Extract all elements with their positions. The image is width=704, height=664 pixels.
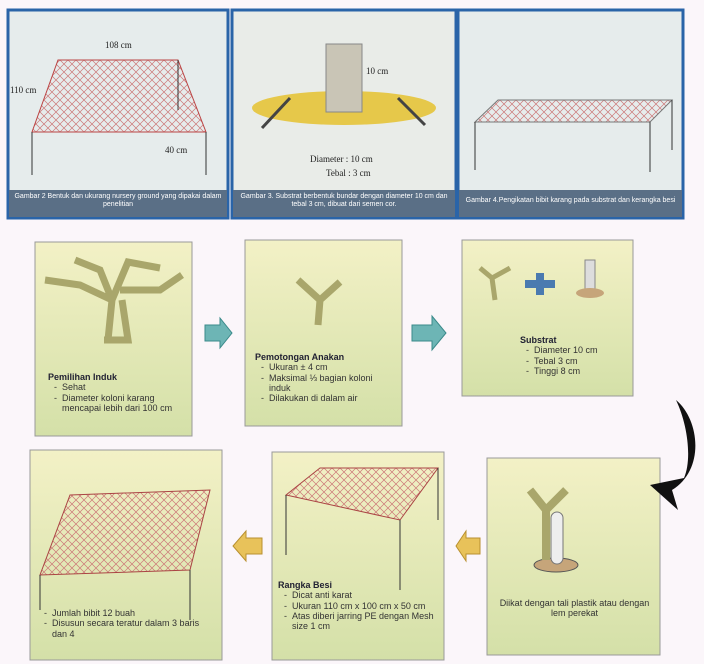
dimension-label: 110 cm [10,85,36,95]
dimension-label: Diameter : 10 cm [310,154,373,164]
step-title: Pemilihan Induk [48,372,188,382]
step-item: Tebal 3 cm [534,356,620,366]
step: Jumlah bibit 12 buahDisusun secara terat… [38,608,208,639]
step-list: SehatDiameter koloni karang mencapai leb… [48,382,188,413]
dimension-label: Tebal : 3 cm [326,168,371,178]
step-item: Diameter 10 cm [534,345,620,355]
step-item: Jumlah bibit 12 buah [52,608,208,618]
dimension-label: 108 cm [105,40,132,50]
step-item: Dicat anti karat [292,590,438,600]
step-title: Pemotongan Anakan [255,352,395,362]
page: 108 cm 110 cm 40 cm Gambar 2 Bentuk dan … [0,0,704,664]
dimension-label: 40 cm [165,145,187,155]
step: Pemotongan AnakanUkuran ± 4 cmMaksimal ⅓… [255,352,395,404]
figure-caption: Gambar 4.Pengikatan bibit karang pada su… [462,197,679,205]
illustrations [0,0,704,664]
step-item: Sehat [62,382,188,392]
step-item: Atas diberi jarring PE dengan Mesh size … [292,611,438,632]
step-item: Disusun secara teratur dalam 3 baris dan… [52,618,208,639]
step-item: Ukuran ± 4 cm [269,362,395,372]
step-item: Ukuran 110 cm x 100 cm x 50 cm [292,601,438,611]
step: Rangka BesiDicat anti karatUkuran 110 cm… [278,580,438,632]
step-item: Tinggi 8 cm [534,366,620,376]
step: Pemilihan IndukSehatDiameter koloni kara… [48,372,188,413]
step-list: Dicat anti karatUkuran 110 cm x 100 cm x… [278,590,438,631]
step-text: Diikat dengan tali plastik atau dengan l… [497,598,652,619]
step-item: Maksimal ⅓ bagian koloni induk [269,373,395,394]
step: Diikat dengan tali plastik atau dengan l… [497,598,652,619]
figure-caption: Gambar 3. Substrat berbentuk bundar deng… [236,193,452,210]
figure-caption: Gambar 2 Bentuk dan ukurang nursery grou… [12,193,224,210]
dimension-label: 10 cm [366,66,388,76]
step-item: Dilakukan di dalam air [269,393,395,403]
step-title: Rangka Besi [278,580,438,590]
step-list: Ukuran ± 4 cmMaksimal ⅓ bagian koloni in… [255,362,395,403]
step-item: Diameter koloni karang mencapai lebih da… [62,393,188,414]
step-list: Jumlah bibit 12 buahDisusun secara terat… [38,608,208,639]
step-title: Substrat [520,335,620,345]
